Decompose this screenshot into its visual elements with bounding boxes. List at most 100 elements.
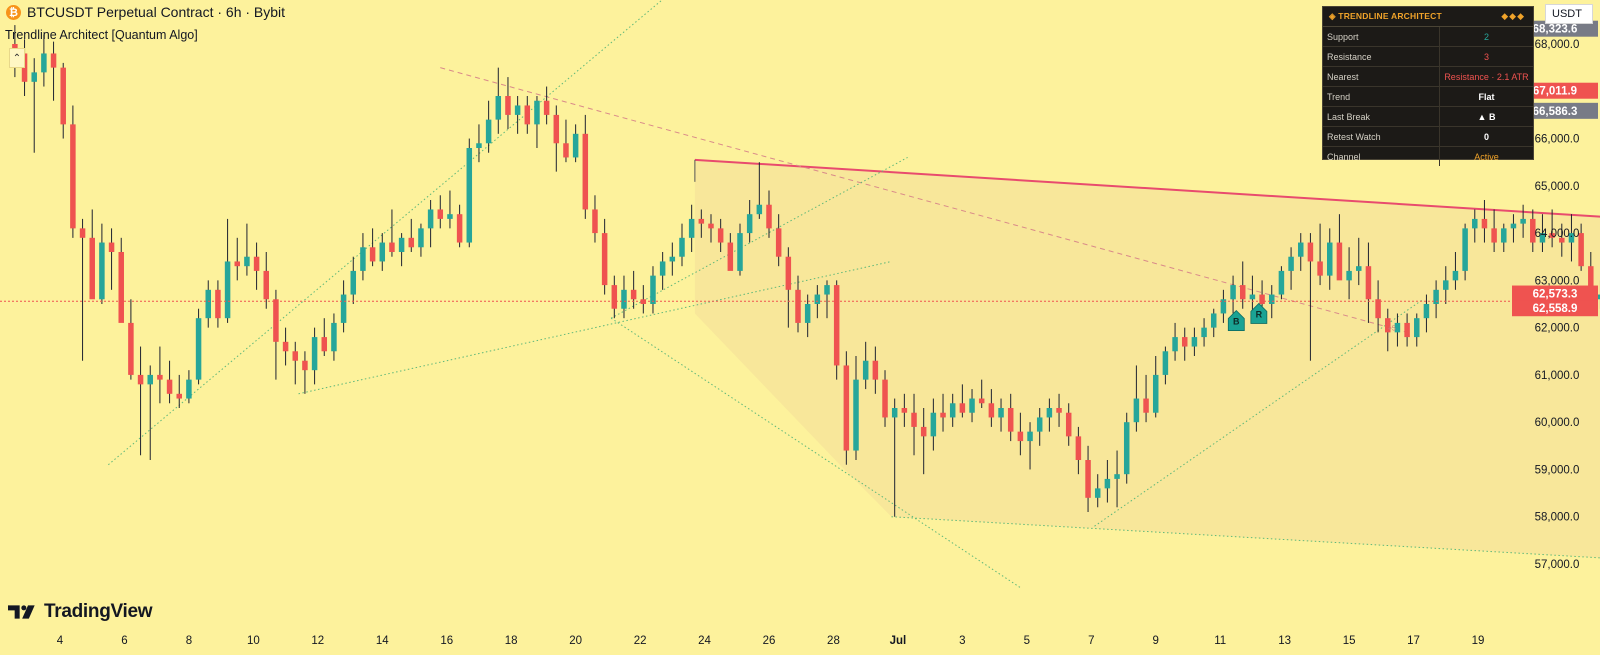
channel-fill — [694, 159, 1600, 558]
panel-row-value: ▲ B — [1477, 111, 1496, 122]
candle-body — [1404, 322, 1410, 338]
candle — [1539, 214, 1546, 252]
candle-body — [659, 261, 666, 276]
candle — [292, 341, 299, 385]
collapse-legend-button[interactable]: ⌃ — [9, 48, 25, 68]
candle-body — [1462, 228, 1468, 271]
candle — [698, 209, 705, 238]
candle — [969, 389, 975, 423]
candle — [408, 218, 415, 252]
candle-body — [1559, 237, 1565, 243]
annotation-1: +5 — [1388, 326, 1396, 333]
candle — [195, 308, 202, 385]
candle — [495, 67, 502, 134]
candle-body — [1114, 474, 1120, 479]
candle — [1220, 289, 1227, 323]
candle — [1210, 308, 1217, 338]
candle-body — [456, 214, 463, 243]
candle — [205, 280, 211, 328]
trendline-support-6 — [1094, 298, 1424, 527]
candle-body — [1443, 280, 1449, 290]
y-tick-label: 62,000.0 — [1535, 323, 1580, 335]
y-tick-label: 60,000.0 — [1535, 417, 1580, 429]
candle-body — [495, 96, 502, 120]
candle — [1578, 223, 1584, 271]
candle-body — [1075, 436, 1082, 460]
y-tick-label: 66,000.0 — [1535, 134, 1580, 146]
panel-row-trend: Trend Flat — [1323, 87, 1533, 107]
candle-body — [186, 379, 192, 399]
candle — [737, 223, 743, 276]
candle-body — [350, 270, 357, 295]
candle-body — [949, 403, 956, 418]
candle — [186, 370, 192, 404]
candle — [679, 223, 685, 267]
candle — [1568, 214, 1575, 262]
panel-row-nearest: Nearest Resistance · 2.1 ATR — [1323, 67, 1533, 87]
candle — [1075, 426, 1082, 475]
candle — [1472, 209, 1478, 243]
candle-body — [282, 341, 289, 352]
candle-body — [1472, 218, 1478, 229]
candle-body — [89, 237, 95, 300]
candle — [108, 228, 115, 290]
x-tick-label: 14 — [376, 635, 389, 647]
y-tick-label: 58,000.0 — [1535, 512, 1580, 524]
candle — [466, 138, 473, 248]
candle-body — [476, 143, 482, 148]
candle — [1027, 422, 1033, 470]
candle-body — [1385, 318, 1391, 333]
candle-body — [1568, 233, 1575, 243]
candle-body — [79, 228, 86, 238]
candle-body — [756, 204, 763, 215]
candle-body — [234, 261, 240, 267]
tradingview-logo[interactable]: TradingView — [8, 601, 153, 623]
candle — [1365, 242, 1372, 323]
candle — [978, 379, 985, 408]
candle — [166, 360, 173, 404]
candle-body — [679, 237, 685, 257]
price-badge-text: 68,323.6 — [1533, 24, 1578, 36]
candle-body — [253, 256, 260, 271]
candle-body — [1094, 488, 1101, 498]
indicator-legend[interactable]: Trendline Architect [Quantum Algo] — [5, 28, 198, 42]
candle-body — [785, 256, 792, 290]
panel-title: ◈ TRENDLINE ARCHITECT — [1329, 11, 1442, 21]
panel-row-key: Trend — [1323, 87, 1440, 106]
candle-body — [1288, 256, 1294, 271]
candle — [959, 384, 966, 418]
x-tick-label: 15 — [1343, 635, 1356, 647]
price-badge-bg — [1512, 300, 1598, 317]
x-tick-label: 13 — [1278, 635, 1291, 647]
candle — [911, 393, 917, 456]
candle-body — [534, 100, 540, 125]
candle-body — [41, 53, 47, 73]
candle — [1143, 374, 1149, 423]
candle — [1191, 327, 1198, 356]
candle — [1307, 233, 1314, 361]
candle — [901, 393, 908, 427]
candle — [766, 190, 772, 238]
candle-body — [717, 228, 724, 243]
candle — [1007, 393, 1014, 442]
candle-body — [1191, 337, 1198, 347]
candle-body — [804, 304, 811, 323]
candle — [418, 223, 424, 257]
candle — [1201, 318, 1207, 347]
candle-body — [524, 105, 531, 125]
candle — [31, 58, 37, 153]
candle-body — [302, 360, 308, 371]
symbol-header[interactable]: ₿ BTCUSDT Perpetual Contract · 6h · Bybi… — [6, 4, 285, 20]
candle-body — [31, 72, 37, 82]
candle — [534, 96, 540, 148]
x-tick-label: 19 — [1472, 635, 1485, 647]
candle-body — [1210, 313, 1217, 328]
candle — [1114, 450, 1120, 508]
candle-body — [331, 322, 337, 352]
candle — [1317, 223, 1323, 286]
y-tick-label: 59,000.0 — [1535, 464, 1580, 476]
trendline-support-4 — [610, 157, 908, 319]
currency-button[interactable]: USDT — [1545, 4, 1593, 24]
candle — [1510, 214, 1517, 243]
